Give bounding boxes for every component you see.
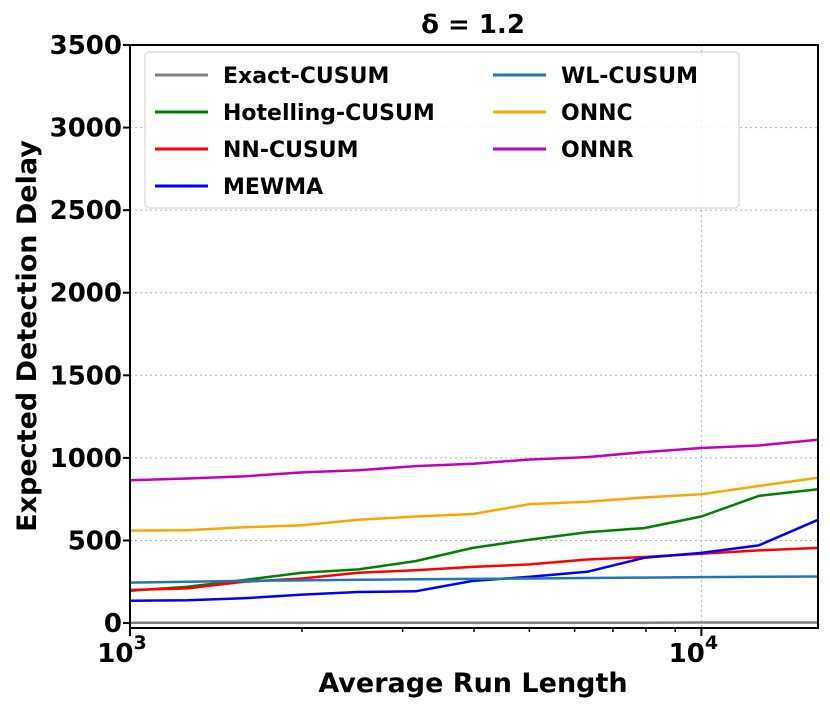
plot-lines: [129, 438, 819, 624]
series-line-wl-cusum: [129, 575, 819, 584]
x-tick-label: 103: [97, 632, 146, 669]
legend: Exact-CUSUM Hotelling-CUSUM NN-CUSUM MEWMA W…: [144, 51, 740, 209]
y-tick-label: 500: [68, 526, 122, 556]
y-axis-label: Expected Detection Delay: [12, 140, 43, 532]
legend-label: NN-CUSUM: [223, 138, 359, 163]
y-tick-label: 1000: [50, 444, 122, 474]
legend-label: WL-CUSUM: [561, 64, 698, 89]
y-tick-label: 2000: [50, 279, 122, 309]
x-tick-base: 10: [97, 639, 133, 669]
series-line-mewma: [129, 518, 819, 602]
x-axis-label: Average Run Length: [318, 668, 627, 699]
legend-label: ONNC: [561, 101, 633, 126]
legend-label: Exact-CUSUM: [223, 64, 389, 89]
x-tick-exponent: 4: [705, 632, 718, 654]
y-tick-label: 3500: [50, 31, 122, 61]
series-line-onnc: [129, 476, 819, 532]
legend-label: MEWMA: [223, 175, 323, 200]
y-tick-label: 2500: [50, 196, 122, 226]
series-line-hotelling-cusum: [129, 488, 819, 593]
chart-title: δ = 1.2: [421, 10, 525, 40]
y-tick-label: 3000: [50, 114, 122, 144]
y-tick-label: 1500: [50, 361, 122, 391]
legend-box: [144, 51, 740, 209]
legend-label: ONNR: [561, 138, 634, 163]
y-ticks: 0 500 1000 1500 2000 2500 3000 3500: [50, 31, 130, 639]
legend-label: Hotelling-CUSUM: [223, 101, 435, 126]
series-line-onnr: [129, 438, 819, 482]
y-tick-label: 0: [104, 609, 122, 639]
series-line-nn-cusum: [129, 546, 819, 592]
x-tick-label: 104: [669, 632, 718, 669]
x-tick-exponent: 3: [133, 632, 146, 654]
x-ticks: 103 104: [97, 628, 718, 669]
x-tick-base: 10: [669, 639, 705, 669]
